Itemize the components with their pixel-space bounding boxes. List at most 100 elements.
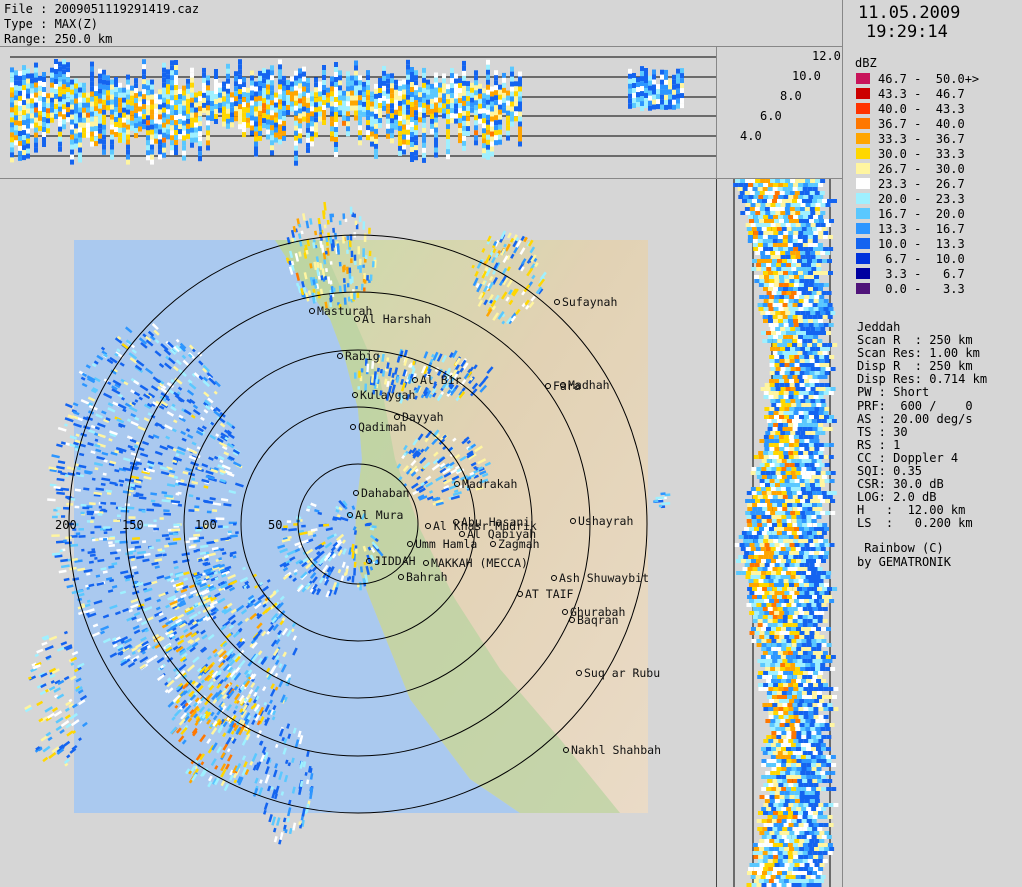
profile-cell [799, 207, 805, 211]
profile-cell [809, 839, 815, 843]
profile-cell [170, 135, 174, 141]
profile-cell [382, 105, 386, 111]
profile-cell [792, 651, 798, 655]
profile-cell [822, 779, 828, 783]
echo-cell [161, 499, 171, 503]
profile-cell [70, 129, 74, 135]
profile-cell [234, 71, 238, 77]
profile-cell [438, 92, 442, 98]
profile-cell [766, 835, 772, 839]
profile-cell [142, 84, 146, 90]
profile-cell [166, 129, 170, 135]
profile-cell [801, 679, 807, 683]
profile-cell [780, 347, 786, 351]
profile-cell [790, 251, 796, 255]
profile-cell [66, 62, 70, 68]
echo-cell [229, 534, 238, 538]
profile-cell [502, 97, 506, 103]
profile-cell [781, 267, 787, 271]
profile-cell [821, 531, 827, 535]
profile-cell [410, 87, 414, 92]
profile-cell [786, 263, 792, 267]
profile-cell [294, 115, 298, 121]
profile-cell [162, 92, 166, 98]
profile-cell [770, 255, 776, 259]
profile-cell [784, 383, 790, 387]
profile-cell [42, 132, 46, 137]
profile-cell [778, 811, 783, 815]
profile-cell [799, 439, 805, 443]
profile-cell [747, 507, 753, 511]
profile-cell [154, 108, 158, 114]
profile-cell [774, 847, 780, 851]
profile-cell [274, 97, 278, 103]
profile-cell [789, 191, 795, 195]
profile-cell [817, 567, 823, 571]
profile-cell [803, 423, 809, 427]
profile-cell [764, 847, 770, 851]
profile-cell [798, 739, 804, 743]
profile-cell [773, 183, 779, 187]
profile-cell [802, 675, 808, 679]
profile-cell [34, 87, 38, 93]
profile-cell [466, 86, 470, 92]
profile-cell [792, 567, 798, 571]
profile-cell [799, 847, 805, 851]
profile-cell [102, 144, 106, 150]
profile-cell [366, 95, 370, 101]
profile-cell [790, 255, 796, 259]
profile-cell [234, 96, 238, 102]
profile-cell [154, 133, 158, 139]
profile-cell [786, 491, 792, 495]
profile-cell [774, 463, 780, 467]
echo-cell [144, 367, 154, 375]
profile-cell [764, 383, 770, 387]
profile-cell [254, 146, 258, 152]
profile-cell [764, 591, 770, 595]
profile-cell [751, 883, 757, 887]
profile-cell [758, 879, 764, 883]
profile-cell [819, 295, 825, 299]
profile-cell [26, 98, 30, 104]
profile-cell [785, 179, 791, 183]
profile-cell [390, 108, 394, 114]
profile-cell [490, 121, 494, 127]
profile-cell [126, 144, 130, 150]
profile-cell [768, 231, 774, 235]
profile-cell [358, 90, 362, 96]
profile-cell [775, 755, 781, 759]
profile-cell [46, 118, 50, 124]
profile-cell [820, 431, 826, 435]
profile-cell [804, 295, 810, 299]
profile-cell [786, 775, 792, 779]
profile-cell [90, 106, 94, 112]
legend-swatch [856, 148, 870, 159]
profile-cell [668, 104, 672, 110]
profile-cell [194, 112, 198, 118]
echo-cell [163, 348, 172, 356]
profile-cell [811, 639, 817, 643]
profile-cell [787, 343, 793, 347]
echo-cell [202, 364, 211, 373]
profile-cell [805, 347, 811, 351]
profile-cell [318, 81, 322, 87]
profile-cell [794, 219, 799, 223]
profile-cell [174, 135, 178, 140]
profile-cell [797, 303, 803, 307]
profile-cell [178, 129, 182, 135]
profile-cell [58, 126, 62, 132]
profile-cell [787, 843, 793, 847]
profile-cell [30, 108, 34, 114]
profile-cell [803, 811, 808, 815]
profile-cell [382, 70, 386, 76]
profile-cell [790, 487, 796, 491]
profile-cell [114, 97, 118, 102]
profile-cell [761, 459, 767, 463]
echo-cell [91, 548, 96, 552]
echo-cell [123, 643, 132, 650]
profile-cell [784, 415, 789, 419]
profile-cell [822, 587, 828, 591]
profile-cell [787, 695, 792, 699]
profile-cell [210, 91, 214, 96]
profile-cell [818, 395, 824, 399]
